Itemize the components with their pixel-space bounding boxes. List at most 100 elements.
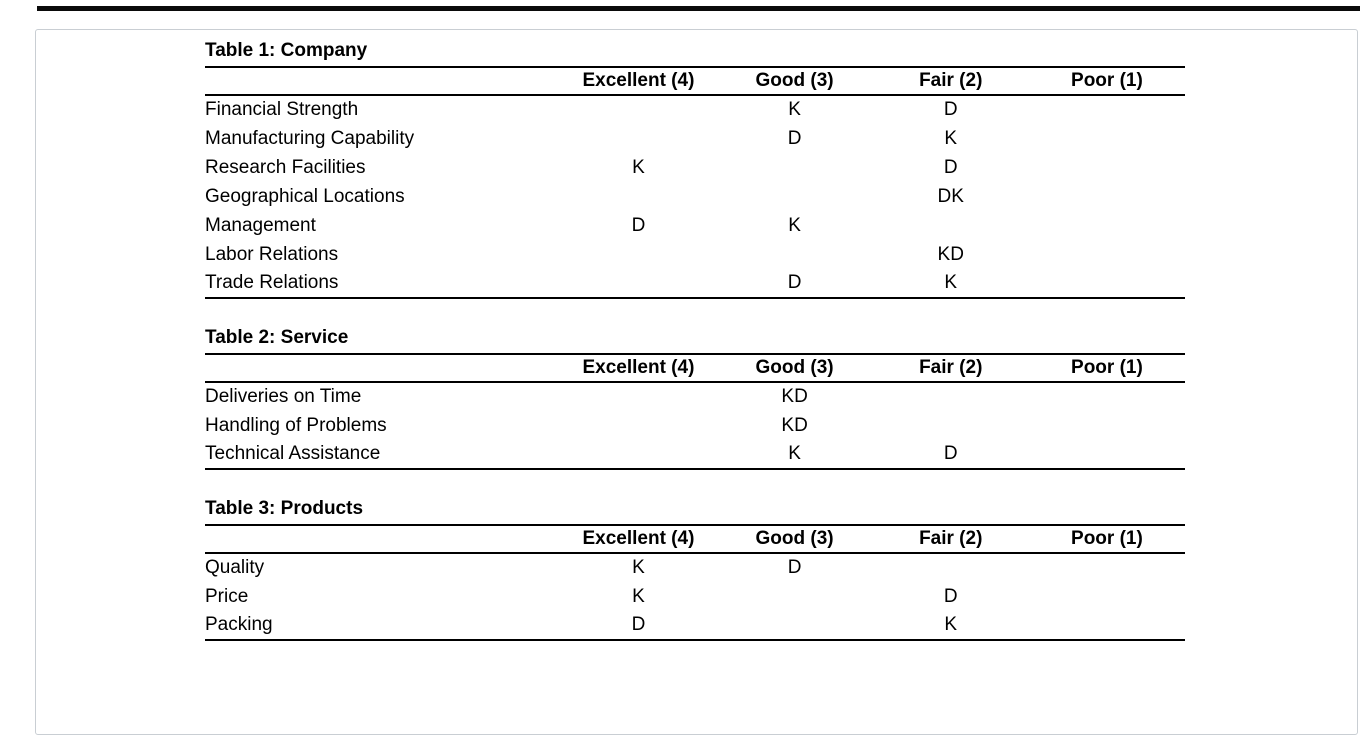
column-header: Fair (2) <box>919 357 983 378</box>
rating-cell <box>1029 240 1185 269</box>
rating-cell <box>873 211 1029 240</box>
rating-cell <box>873 553 1029 582</box>
row-label: Trade Relations <box>205 272 339 293</box>
table-row: Research Facilities K D <box>205 153 1185 182</box>
rating-cell: K <box>944 127 958 149</box>
corner-cell <box>205 525 560 553</box>
rating-cell: KD <box>781 414 808 436</box>
header-row: Excellent (4) Good (3) Fair (2) Poor (1) <box>205 525 1185 553</box>
column-header: Good (3) <box>755 528 834 549</box>
rating-cell <box>717 240 873 269</box>
table-section-company: Table 1: Company Excellent (4) Good (3) Fa… <box>205 39 1187 299</box>
corner-cell <box>205 67 560 95</box>
table-row: Manufacturing Capability D K <box>205 124 1185 153</box>
rating-cell <box>873 411 1029 440</box>
rating-cell <box>560 182 716 211</box>
rating-cell <box>1029 124 1185 153</box>
rating-cell <box>1029 582 1185 611</box>
rating-cell: K <box>632 557 645 578</box>
row-label: Manufacturing Capability <box>205 127 415 149</box>
header-row: Excellent (4) Good (3) Fair (2) Poor (1) <box>205 354 1185 382</box>
column-header: Good (3) <box>755 357 834 378</box>
table-row: Labor Relations KD <box>205 240 1185 269</box>
table-row: Geographical Locations DK <box>205 182 1185 211</box>
column-header: Fair (2) <box>919 528 983 549</box>
rating-cell: D <box>943 585 958 607</box>
rating-cell: D <box>943 99 958 120</box>
rating-cell: K <box>632 585 645 607</box>
table-row: Packing D K <box>205 611 1185 640</box>
column-header: Fair (2) <box>919 70 983 91</box>
top-edge-bar <box>37 6 1360 11</box>
rating-cell: K <box>944 272 958 293</box>
rating-cell <box>1029 553 1185 582</box>
table-row: Price K D <box>205 582 1185 611</box>
rating-cell <box>1029 95 1185 124</box>
table-title: Table 1: Company <box>205 40 368 61</box>
column-header: Excellent (4) <box>582 528 695 549</box>
rating-cell <box>873 382 1029 411</box>
table-title: Table 2: Service <box>205 327 349 348</box>
rating-cell: KD <box>937 243 964 265</box>
table-section-service: Table 2: Service Excellent (4) Good (3) Fa… <box>205 326 1187 470</box>
rating-cell: D <box>943 443 958 464</box>
table-row: Financial Strength K D <box>205 95 1185 124</box>
ratings-table-service: Excellent (4) Good (3) Fair (2) Poor (1) Del… <box>205 353 1185 470</box>
rating-cell <box>717 153 873 182</box>
rating-cell <box>1029 382 1185 411</box>
column-header: Excellent (4) <box>582 357 695 378</box>
row-label: Research Facilities <box>205 156 366 178</box>
rating-cell: K <box>788 99 801 120</box>
table-section-products: Table 3: Products Excellent (4) Good (3) F… <box>205 497 1187 641</box>
row-label: Price <box>205 585 249 607</box>
rating-cell: K <box>788 443 801 464</box>
column-header: Excellent (4) <box>582 70 695 91</box>
rating-cell <box>717 611 873 640</box>
rating-cell <box>717 182 873 211</box>
table-row: Technical Assistance K D <box>205 440 1185 469</box>
row-label: Packing <box>205 614 273 635</box>
rating-cell <box>717 582 873 611</box>
rating-cell <box>560 269 716 298</box>
document-page: Table 1: Company Excellent (4) Good (3) Fa… <box>35 29 1358 735</box>
page-content: Table 1: Company Excellent (4) Good (3) Fa… <box>205 39 1187 641</box>
table-row: Quality K D <box>205 553 1185 582</box>
row-label: Handling of Problems <box>205 414 387 436</box>
rating-cell <box>560 382 716 411</box>
table-row: Deliveries on Time KD <box>205 382 1185 411</box>
rating-cell: K <box>632 156 645 178</box>
table-title: Table 3: Products <box>205 498 364 519</box>
column-header: Good (3) <box>755 70 834 91</box>
row-label: Financial Strength <box>205 99 359 120</box>
rating-cell <box>1029 153 1185 182</box>
rating-cell: D <box>631 614 646 635</box>
rating-cell: KD <box>781 386 808 407</box>
rating-cell <box>1029 411 1185 440</box>
rating-cell <box>560 411 716 440</box>
corner-cell <box>205 354 560 382</box>
rating-cell: DK <box>937 185 964 207</box>
rating-cell <box>1029 211 1185 240</box>
ratings-table-company: Excellent (4) Good (3) Fair (2) Poor (1) Fin… <box>205 66 1185 299</box>
rating-cell: D <box>943 156 958 178</box>
rating-cell: D <box>787 272 802 293</box>
rating-cell <box>560 440 716 469</box>
row-label: Deliveries on Time <box>205 386 362 407</box>
rating-cell <box>1029 440 1185 469</box>
table-row: Handling of Problems KD <box>205 411 1185 440</box>
table-row: Management D K <box>205 211 1185 240</box>
rating-cell <box>560 124 716 153</box>
rating-cell <box>560 95 716 124</box>
column-header: Poor (1) <box>1071 70 1143 91</box>
column-header: Poor (1) <box>1071 357 1143 378</box>
rating-cell: D <box>787 557 802 578</box>
rating-cell <box>560 240 716 269</box>
column-header: Poor (1) <box>1071 528 1143 549</box>
rating-cell <box>1029 269 1185 298</box>
header-row: Excellent (4) Good (3) Fair (2) Poor (1) <box>205 67 1185 95</box>
rating-cell <box>1029 611 1185 640</box>
row-label: Management <box>205 214 316 236</box>
rating-cell: D <box>787 127 802 149</box>
row-label: Labor Relations <box>205 243 339 265</box>
row-label: Geographical Locations <box>205 185 405 207</box>
